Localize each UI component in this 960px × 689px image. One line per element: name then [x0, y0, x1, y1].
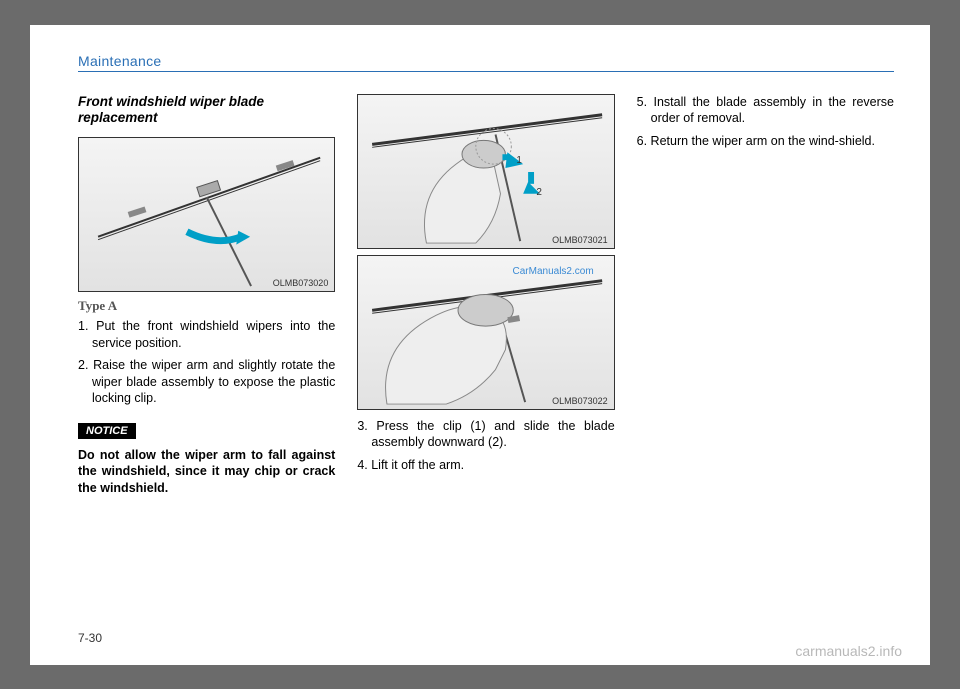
step-2: 2. Raise the wiper arm and slightly rota… [78, 357, 335, 407]
wiper-diagram-3-icon [358, 256, 613, 409]
figure-2: 1 2 OLMB073021 [357, 94, 614, 249]
step-4: 4. Lift it off the arm. [357, 457, 614, 474]
figure-3: CarManuals2.com OLMB073022 [357, 255, 614, 410]
step-1: 1. Put the front windshield wipers into … [78, 318, 335, 351]
column-3: 5. Install the blade assembly in the rev… [637, 94, 894, 497]
step-3: 3. Press the clip (1) and slide the blad… [357, 418, 614, 451]
content-columns: Front windshield wiper blade replacement… [78, 94, 894, 497]
callout-1: 1 [516, 155, 522, 166]
figure-2-caption: OLMB073021 [552, 235, 608, 245]
section-title: Front windshield wiper blade replacement [78, 94, 335, 128]
manual-page: Maintenance Front windshield wiper blade… [30, 25, 930, 665]
wiper-diagram-1-icon [79, 138, 334, 291]
footer-watermark: carmanuals2.info [795, 643, 902, 659]
figure-3-caption: OLMB073022 [552, 396, 608, 406]
step-5: 5. Install the blade assembly in the rev… [637, 94, 894, 127]
notice-text: Do not allow the wiper arm to fall again… [78, 447, 335, 497]
column-1: Front windshield wiper blade replacement… [78, 94, 335, 497]
notice-badge: NOTICE [78, 423, 136, 439]
step-6: 6. Return the wiper arm on the wind-shie… [637, 133, 894, 150]
page-number: 7-30 [78, 631, 102, 645]
figure-1: OLMB073020 [78, 137, 335, 292]
column-2: 1 2 OLMB073021 CarManuals2.com OLMB07302… [357, 94, 614, 497]
wiper-diagram-2-icon [358, 95, 613, 248]
section-header: Maintenance [78, 53, 894, 69]
figure-watermark: CarManuals2.com [513, 266, 594, 277]
type-label: Type A [78, 298, 335, 314]
header-rule [78, 71, 894, 72]
figure-1-caption: OLMB073020 [273, 278, 329, 288]
callout-2: 2 [536, 187, 542, 198]
